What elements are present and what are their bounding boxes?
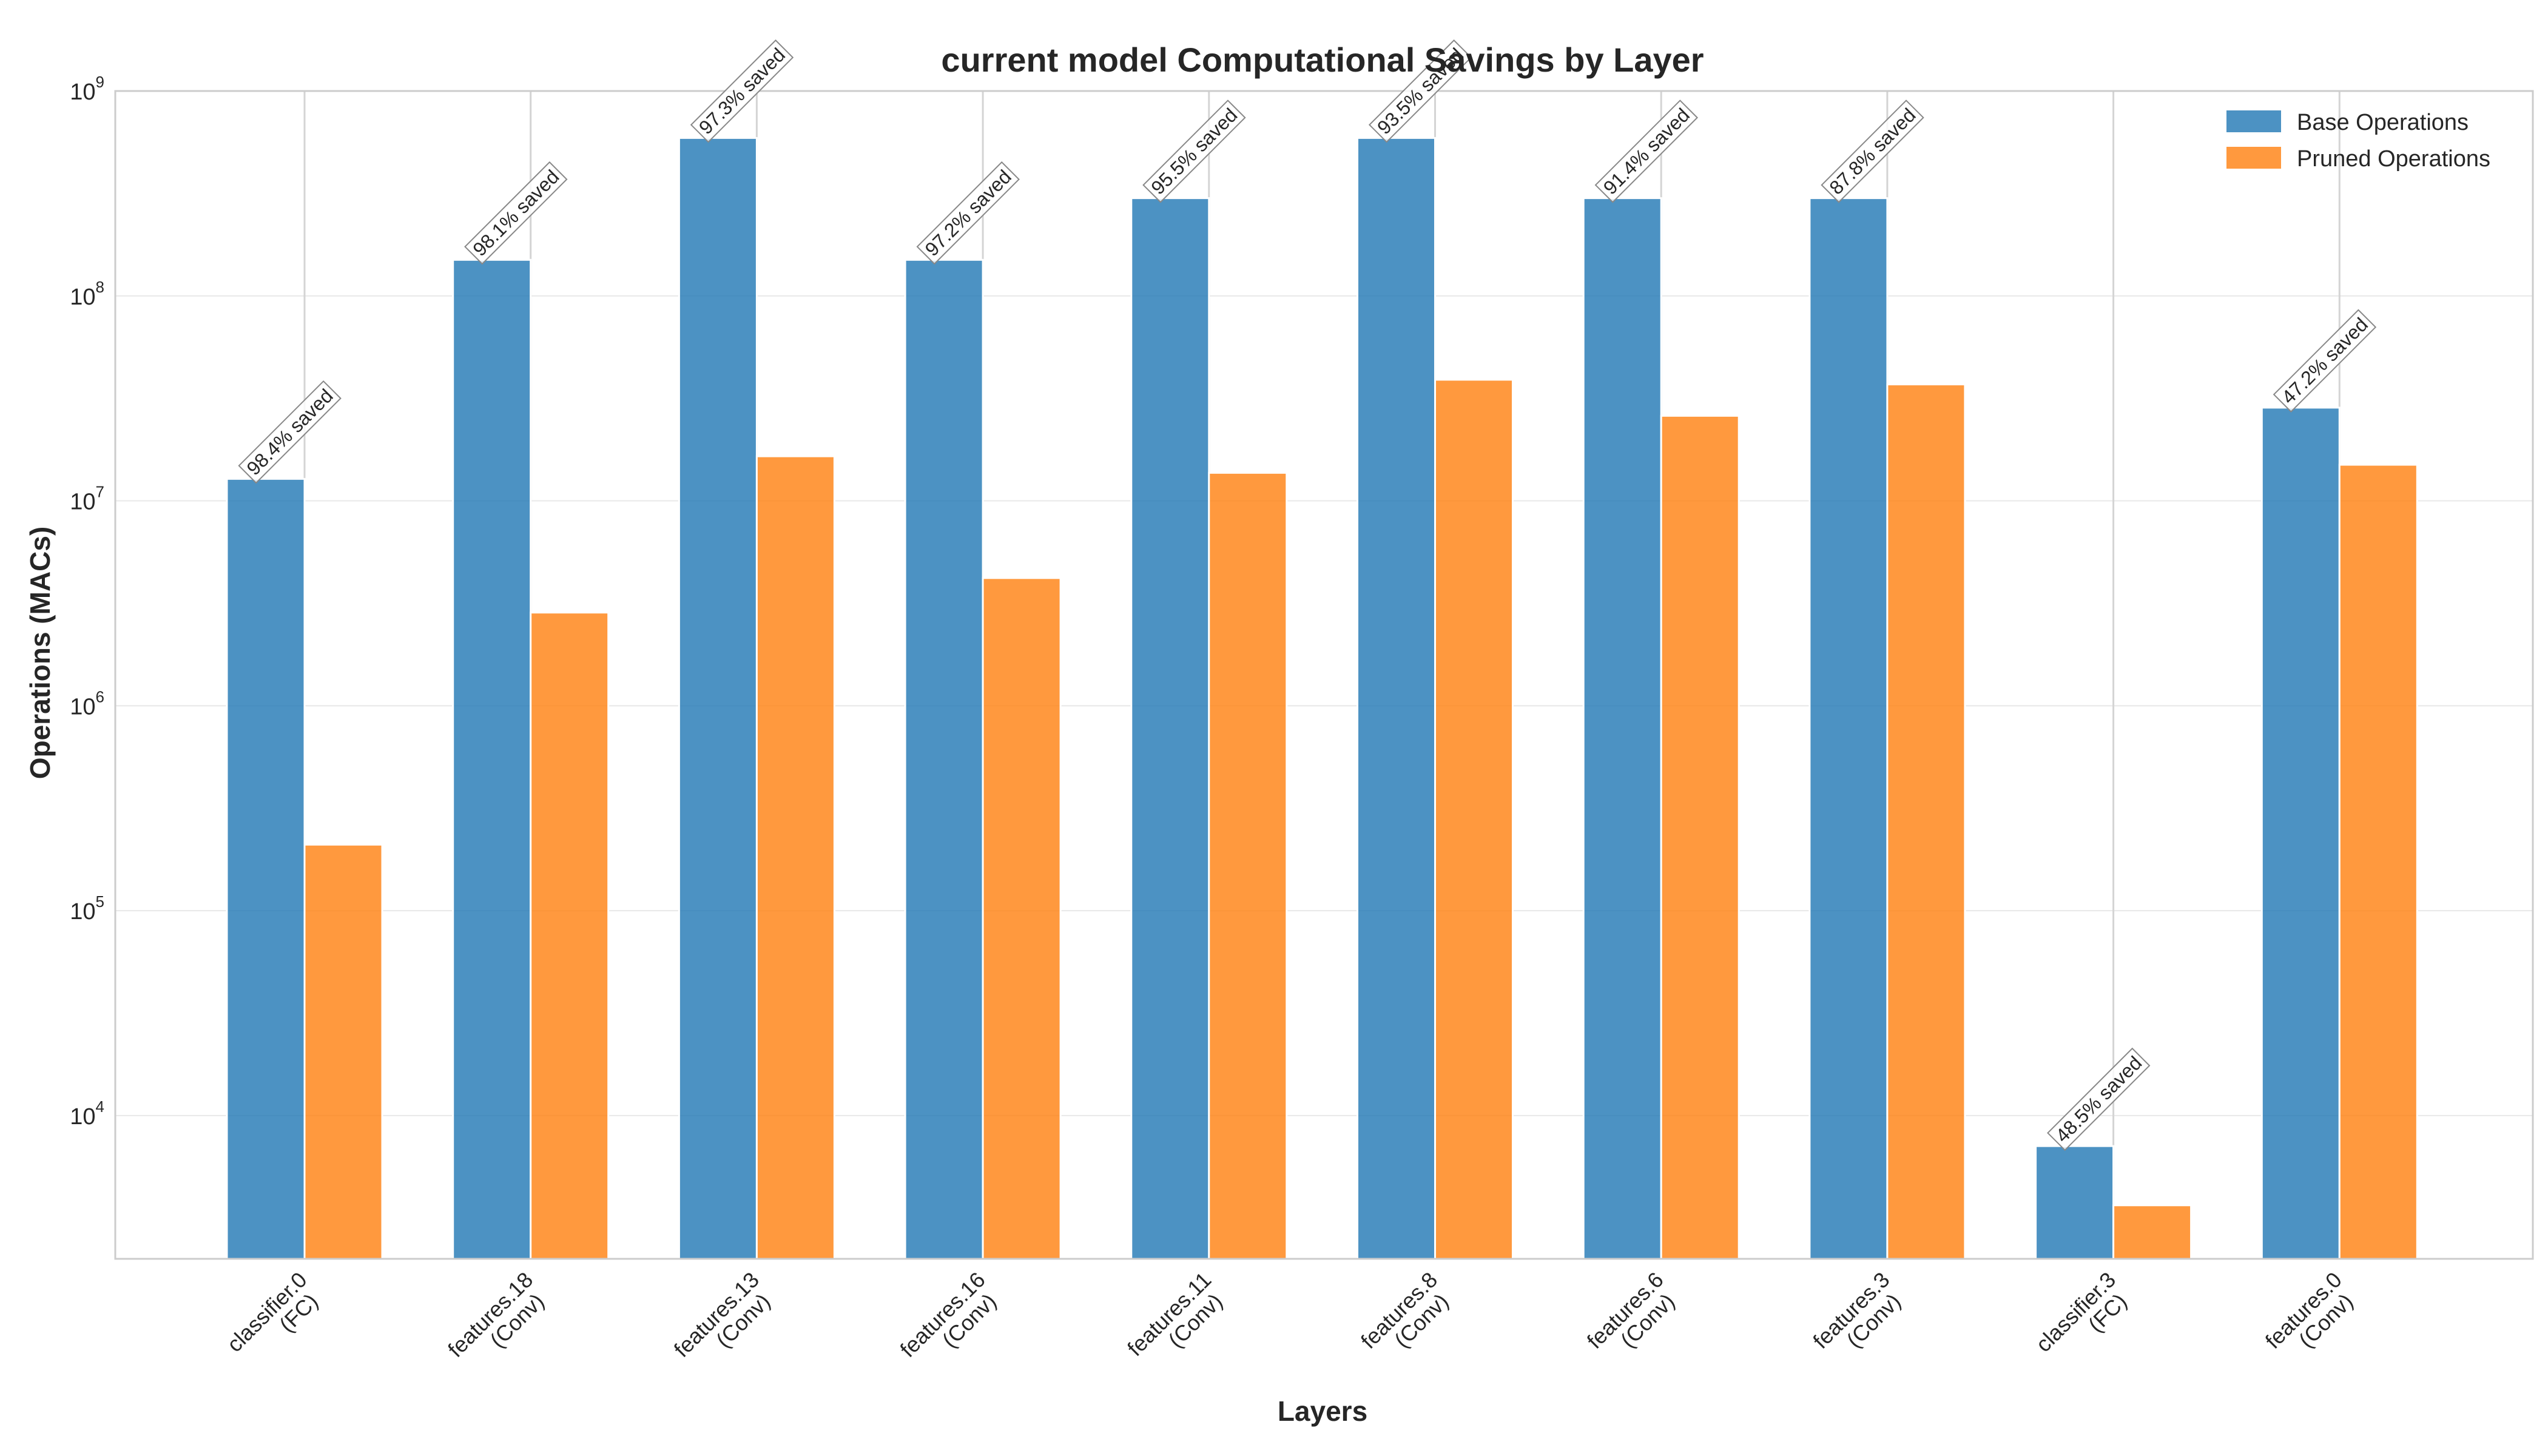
bar-base <box>2035 1145 2115 1260</box>
bar-pruned <box>2338 463 2418 1260</box>
legend-label-pruned: Pruned Operations <box>2297 146 2490 172</box>
bar-pruned <box>2112 1204 2192 1260</box>
savings-annotation-box <box>690 39 794 143</box>
y-tick-label: 105 <box>70 892 104 925</box>
savings-annotation-box <box>1821 99 1924 203</box>
bar-pruned <box>1886 383 1966 1260</box>
y-tick-label: 104 <box>70 1097 104 1130</box>
savings-annotation-box <box>1368 39 1472 143</box>
legend: Base Operations Pruned Operations <box>2226 110 2490 172</box>
legend-swatch-base <box>2226 110 2281 132</box>
savings-annotation-box <box>238 380 342 484</box>
legend-swatch-pruned <box>2226 147 2281 169</box>
savings-annotation-box <box>464 161 568 265</box>
bar-base <box>1582 197 1662 1260</box>
bar-pruned <box>303 843 383 1260</box>
bar-pruned <box>1660 414 1740 1260</box>
plot-frame <box>114 90 2534 1260</box>
y-axis-label: Operations (MACs) <box>24 527 56 780</box>
savings-annotation-box <box>916 161 1020 265</box>
savings-annotation-box <box>2047 1047 2151 1151</box>
bars <box>226 136 2418 1260</box>
y-tick-label: 106 <box>70 687 104 720</box>
y-tick-label: 109 <box>70 73 104 105</box>
bar-pruned <box>1208 471 1288 1260</box>
legend-label-base: Base Operations <box>2297 110 2469 135</box>
savings-annotation-box <box>2273 309 2377 413</box>
bar-base <box>678 136 758 1260</box>
bar-base <box>2260 406 2341 1260</box>
bar-pruned <box>530 612 610 1260</box>
chart-title: current model Computational Savings by L… <box>941 41 1704 79</box>
bar-pruned <box>982 577 1062 1260</box>
bar-base <box>226 477 306 1260</box>
y-ticks: 104 105 106 107 108 109 <box>70 73 104 1130</box>
bar-base <box>1357 136 1436 1260</box>
savings-annotation-box <box>1594 99 1699 203</box>
bar-base <box>1130 197 1210 1260</box>
bar-base <box>1808 197 1889 1260</box>
bar-pruned <box>755 455 835 1260</box>
y-tick-label: 108 <box>70 278 104 310</box>
x-axis-label: Layers <box>1278 1395 1367 1427</box>
savings-annotation-box <box>1142 99 1246 203</box>
bar-base <box>904 258 984 1260</box>
y-tick-label: 107 <box>70 483 104 515</box>
bar-pruned <box>1434 379 1514 1260</box>
bar-base <box>452 258 532 1260</box>
